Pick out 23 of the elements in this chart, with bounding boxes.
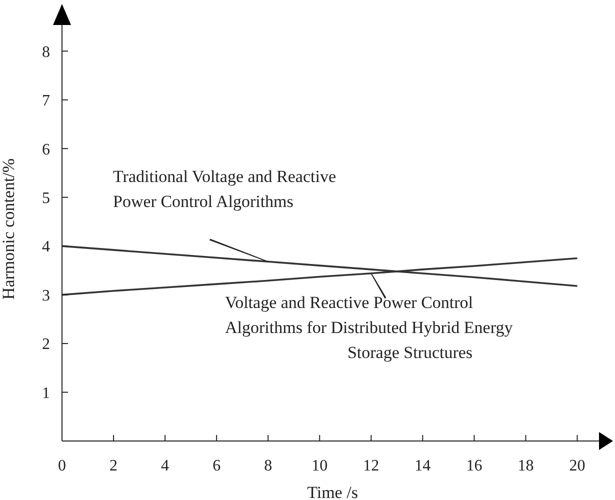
x-tick-label: 4 — [161, 457, 170, 474]
x-tick-label: 8 — [264, 457, 272, 474]
y-axis-title: Harmonic content/% — [0, 158, 18, 300]
y-tick-label: 4 — [42, 238, 50, 256]
series-label: Voltage and Reactive Power Control Algorithms for Distributed Hybrid Energy Storage Structures — [225, 293, 514, 362]
x-tick-label: 0 — [58, 457, 66, 474]
y-tick-label: 1 — [42, 384, 50, 402]
x-tick-label: 10 — [312, 457, 328, 474]
y-tick-label: 5 — [42, 190, 50, 207]
x-tick-label: 12 — [363, 457, 380, 474]
y-tick-label: 3 — [42, 287, 50, 304]
x-tick-label: 14 — [414, 457, 431, 474]
text: Traditional Voltage and Reactive Power Control Algorithms — [113, 167, 336, 211]
x-tick-label: 6 — [212, 457, 221, 474]
y-tick-label: 2 — [42, 336, 50, 354]
x-tick-label: 20 — [569, 457, 586, 474]
x-axis-title: Time /s — [307, 483, 358, 500]
x-tick-label: 18 — [518, 457, 534, 474]
x-tick-label: 2 — [110, 457, 118, 474]
y-tick-label: 8 — [42, 44, 50, 61]
y-tick-label: 7 — [42, 92, 50, 110]
y-tick-label: 6 — [42, 141, 50, 158]
x-tick-label: 16 — [466, 457, 482, 474]
